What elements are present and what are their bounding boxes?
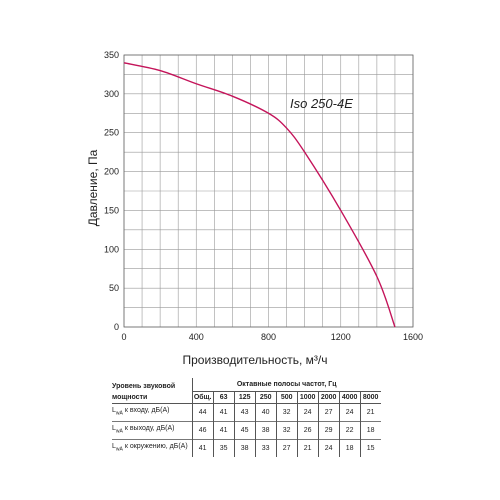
y-axis-title: Давление, Па	[86, 149, 100, 226]
octave-band-header: 2000	[317, 391, 340, 404]
sound-power-cell: 24	[317, 439, 340, 457]
sound-power-cell: 45	[233, 421, 256, 440]
sound-power-cell: 41	[212, 403, 235, 422]
sound-power-cell: 46	[191, 421, 214, 440]
x-tick-label: 0	[121, 332, 126, 342]
sound-power-cell: 32	[275, 403, 298, 422]
sound-power-row-label: LwA к окружению, дБ(А)	[112, 439, 193, 457]
sound-power-cell: 43	[233, 403, 256, 422]
sound-power-row-text: к выходу, дБ(А)	[124, 425, 175, 433]
x-tick-label: 800	[261, 332, 276, 342]
octave-band-header-row: Общ. 63 125 250 500 1000 2000 4000 8000	[112, 391, 381, 404]
sound-power-cell: 33	[254, 439, 277, 457]
y-tick-label: 50	[109, 283, 119, 293]
octave-bands-title: Октавные полосы частот, Гц	[191, 378, 381, 392]
x-tick-label: 1600	[403, 332, 423, 342]
sound-power-cell: 44	[191, 403, 214, 422]
x-axis-title: Производительность, м³/ч	[183, 353, 328, 367]
sound-power-cell: 38	[254, 421, 277, 440]
sound-power-row-label: LwA к выходу, дБ(А)	[112, 421, 193, 440]
sound-power-cell: 32	[275, 421, 298, 440]
sound-power-row: LwA к входу, дБ(А) 44 41 43 40 32 24 27 24 21	[112, 403, 381, 422]
y-tick-label: 100	[104, 244, 119, 254]
octave-band-header: 8000	[359, 391, 381, 404]
sound-power-cell: 41	[191, 439, 214, 457]
octave-band-header: 250	[254, 391, 277, 404]
sound-power-cell: 26	[296, 421, 319, 440]
octave-band-header: 4000	[338, 391, 361, 404]
sound-power-row: LwA к окружению, дБ(А) 41 35 38 33 27 21 24 18 15	[112, 439, 381, 457]
y-tick-label: 300	[104, 89, 119, 99]
lwa-symbol: LwA	[112, 407, 123, 417]
sound-power-cell: 18	[359, 421, 381, 440]
series-line	[123, 62, 396, 328]
y-tick-label: 0	[114, 322, 119, 332]
sound-power-cell: 27	[317, 403, 340, 422]
sound-power-cell: 40	[254, 403, 277, 422]
sound-power-cell: 29	[317, 421, 340, 440]
octave-band-header: 500	[275, 391, 298, 404]
sound-power-cell: 24	[296, 403, 319, 422]
sound-power-row-text: к окружению, дБ(А)	[124, 443, 188, 451]
y-tick-label: 250	[104, 128, 119, 138]
sound-power-cell: 21	[359, 403, 381, 422]
octave-band-header: Общ.	[191, 391, 214, 404]
sound-power-row: LwA к выходу, дБ(А) 46 41 45 38 32 26 29 22 18	[112, 421, 381, 440]
octave-band-header: 63	[212, 391, 235, 404]
series-label: Iso 250-4E	[290, 96, 353, 111]
sound-power-cell: 38	[233, 439, 256, 457]
sound-power-cell: 41	[212, 421, 235, 440]
x-tick-label: 400	[189, 332, 204, 342]
sound-power-cell: 15	[359, 439, 381, 457]
x-tick-label: 1200	[331, 332, 351, 342]
y-tick-label: 150	[104, 205, 119, 215]
sound-power-cell: 21	[296, 439, 319, 457]
sound-power-row-label: LwA к входу, дБ(А)	[112, 403, 193, 422]
sound-power-cell: 27	[275, 439, 298, 457]
chart-grid	[123, 54, 414, 328]
chart-series	[123, 62, 396, 328]
sound-power-cell: 22	[338, 421, 361, 440]
chart-tick-labels: 0 400 800 1200 1600 0 50 100 150 200 250 300 350	[104, 50, 423, 342]
octave-band-header: 1000	[296, 391, 319, 404]
pressure-flow-chart: 0 400 800 1200 1600 0 50 100 150 200 250 300 350 Iso…	[86, 50, 423, 367]
sound-power-row-text: к входу, дБ(А)	[124, 407, 170, 415]
sound-power-rows: LwA к входу, дБ(А) 44 41 43 40 32 24 27 24 21 LwA …	[112, 403, 381, 457]
y-tick-label: 200	[104, 167, 119, 177]
sound-power-cell: 24	[338, 403, 361, 422]
lwa-symbol: LwA	[112, 425, 123, 435]
sound-power-cell: 35	[212, 439, 235, 457]
octave-band-header: 125	[233, 391, 256, 404]
lwa-symbol: LwA	[112, 443, 123, 453]
sound-power-cell: 18	[338, 439, 361, 457]
y-tick-label: 350	[104, 50, 119, 60]
plot-frame	[123, 54, 414, 328]
sound-power-table: Уровень звуковой мощности Октавные полос…	[112, 378, 381, 457]
chart-axes	[123, 54, 414, 328]
sound-power-title: Уровень звуковой мощности	[112, 378, 193, 404]
